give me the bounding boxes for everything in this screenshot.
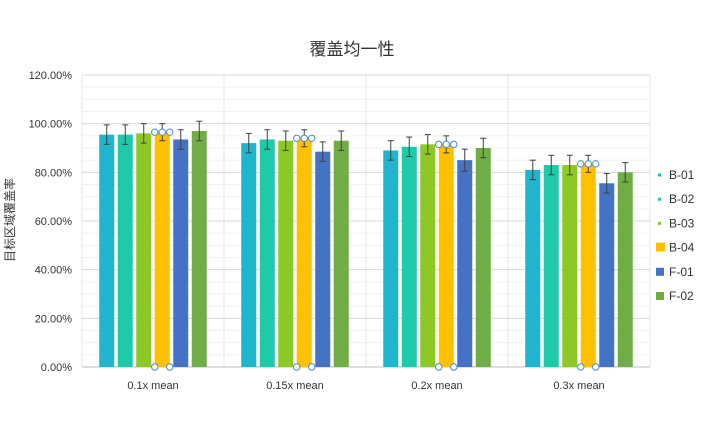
bar-b-04-1[interactable]: [296, 138, 312, 367]
selection-handle[interactable]: [166, 363, 174, 371]
bar-b-03-1[interactable]: [278, 140, 294, 367]
selection-handle[interactable]: [577, 363, 585, 371]
y-tick-label: 60.00%: [35, 216, 73, 228]
legend-swatch: [656, 292, 664, 300]
selection-handle[interactable]: [450, 363, 458, 371]
selection-handle[interactable]: [158, 128, 166, 136]
selection-handle[interactable]: [584, 160, 592, 168]
bar-series: [99, 130, 633, 367]
selection-handle[interactable]: [577, 160, 585, 168]
y-tick-label: 80.00%: [35, 167, 73, 179]
bar-f-02-0[interactable]: [191, 130, 207, 367]
category-label: 0.15x mean: [266, 380, 323, 392]
bar-f-02-3[interactable]: [617, 172, 633, 367]
bar-f-01-0[interactable]: [173, 139, 189, 367]
bar-b-03-0[interactable]: [136, 133, 152, 367]
selection-handle[interactable]: [300, 134, 308, 142]
legend-swatch: [656, 267, 664, 276]
bar-f-02-2[interactable]: [475, 148, 491, 367]
chart-title: 覆盖均一性: [310, 40, 395, 60]
selection-handle[interactable]: [435, 140, 443, 149]
category-label: 0.2x mean: [411, 380, 462, 392]
bar-b-01-0[interactable]: [99, 134, 115, 367]
legend-label[interactable]: F-02: [669, 289, 694, 303]
bar-b-04-3[interactable]: [580, 163, 596, 367]
y-tick-label: 40.00%: [35, 265, 73, 277]
y-tick-label: 120.00%: [29, 70, 73, 82]
selection-handle[interactable]: [151, 128, 159, 136]
legend-label[interactable]: B-01: [669, 168, 695, 182]
category-label: 0.3x mean: [553, 380, 604, 392]
selection-handle[interactable]: [308, 134, 316, 142]
legend-swatch: [658, 173, 661, 177]
y-tick-label: 0.00%: [41, 362, 72, 374]
legend-label[interactable]: B-02: [669, 192, 695, 206]
legend-swatch: [658, 221, 661, 225]
y-tick-label: 100.00%: [29, 119, 73, 131]
bar-b-01-3[interactable]: [525, 169, 541, 367]
selection-handle[interactable]: [592, 363, 600, 371]
bar-b-02-2[interactable]: [401, 146, 417, 367]
category-labels: 0.1x mean 0.15x mean 0.2x mean 0.3x mean: [127, 380, 604, 392]
selection-handle[interactable]: [293, 363, 301, 371]
selection-handle[interactable]: [435, 363, 443, 371]
bar-f-01-1[interactable]: [315, 151, 331, 367]
bar-b-01-1[interactable]: [241, 143, 257, 367]
selection-handle[interactable]: [293, 134, 301, 142]
selection-handle[interactable]: [450, 140, 458, 149]
selection-handle[interactable]: [308, 363, 316, 371]
legend: B-01 B-02 B-03 B-04 F-01 F-02: [656, 168, 695, 303]
bar-f-02-1[interactable]: [333, 140, 349, 367]
legend-swatch: [656, 242, 665, 252]
legend-label[interactable]: F-01: [669, 265, 694, 279]
y-axis-ticks: 0.00% 20.00% 40.00% 60.00% 80.00% 100.00% 120.…: [29, 70, 73, 374]
bar-b-02-0[interactable]: [117, 134, 133, 367]
bar-b-02-1[interactable]: [259, 139, 275, 367]
selection-handles: [151, 128, 600, 371]
selection-handle[interactable]: [592, 160, 600, 168]
selection-handle[interactable]: [151, 363, 159, 371]
bar-b-02-3[interactable]: [543, 165, 559, 367]
legend-label[interactable]: B-04: [669, 241, 695, 255]
y-tick-label: 20.00%: [35, 313, 73, 325]
bar-b-04-2[interactable]: [438, 144, 454, 367]
bar-b-03-2[interactable]: [420, 144, 436, 367]
bar-b-03-3[interactable]: [562, 165, 578, 367]
bar-b-01-2[interactable]: [383, 150, 399, 367]
legend-swatch: [658, 197, 661, 201]
selection-handle[interactable]: [166, 128, 174, 136]
category-label: 0.1x mean: [127, 380, 178, 392]
bar-b-04-0[interactable]: [154, 132, 170, 367]
error-bars: [103, 120, 629, 194]
y-axis-label: 目标区域覆盖率: [2, 178, 17, 262]
legend-label[interactable]: B-03: [669, 216, 695, 230]
selection-handle[interactable]: [442, 140, 450, 149]
bar-f-01-3[interactable]: [599, 183, 615, 367]
bar-f-01-2[interactable]: [457, 160, 473, 367]
